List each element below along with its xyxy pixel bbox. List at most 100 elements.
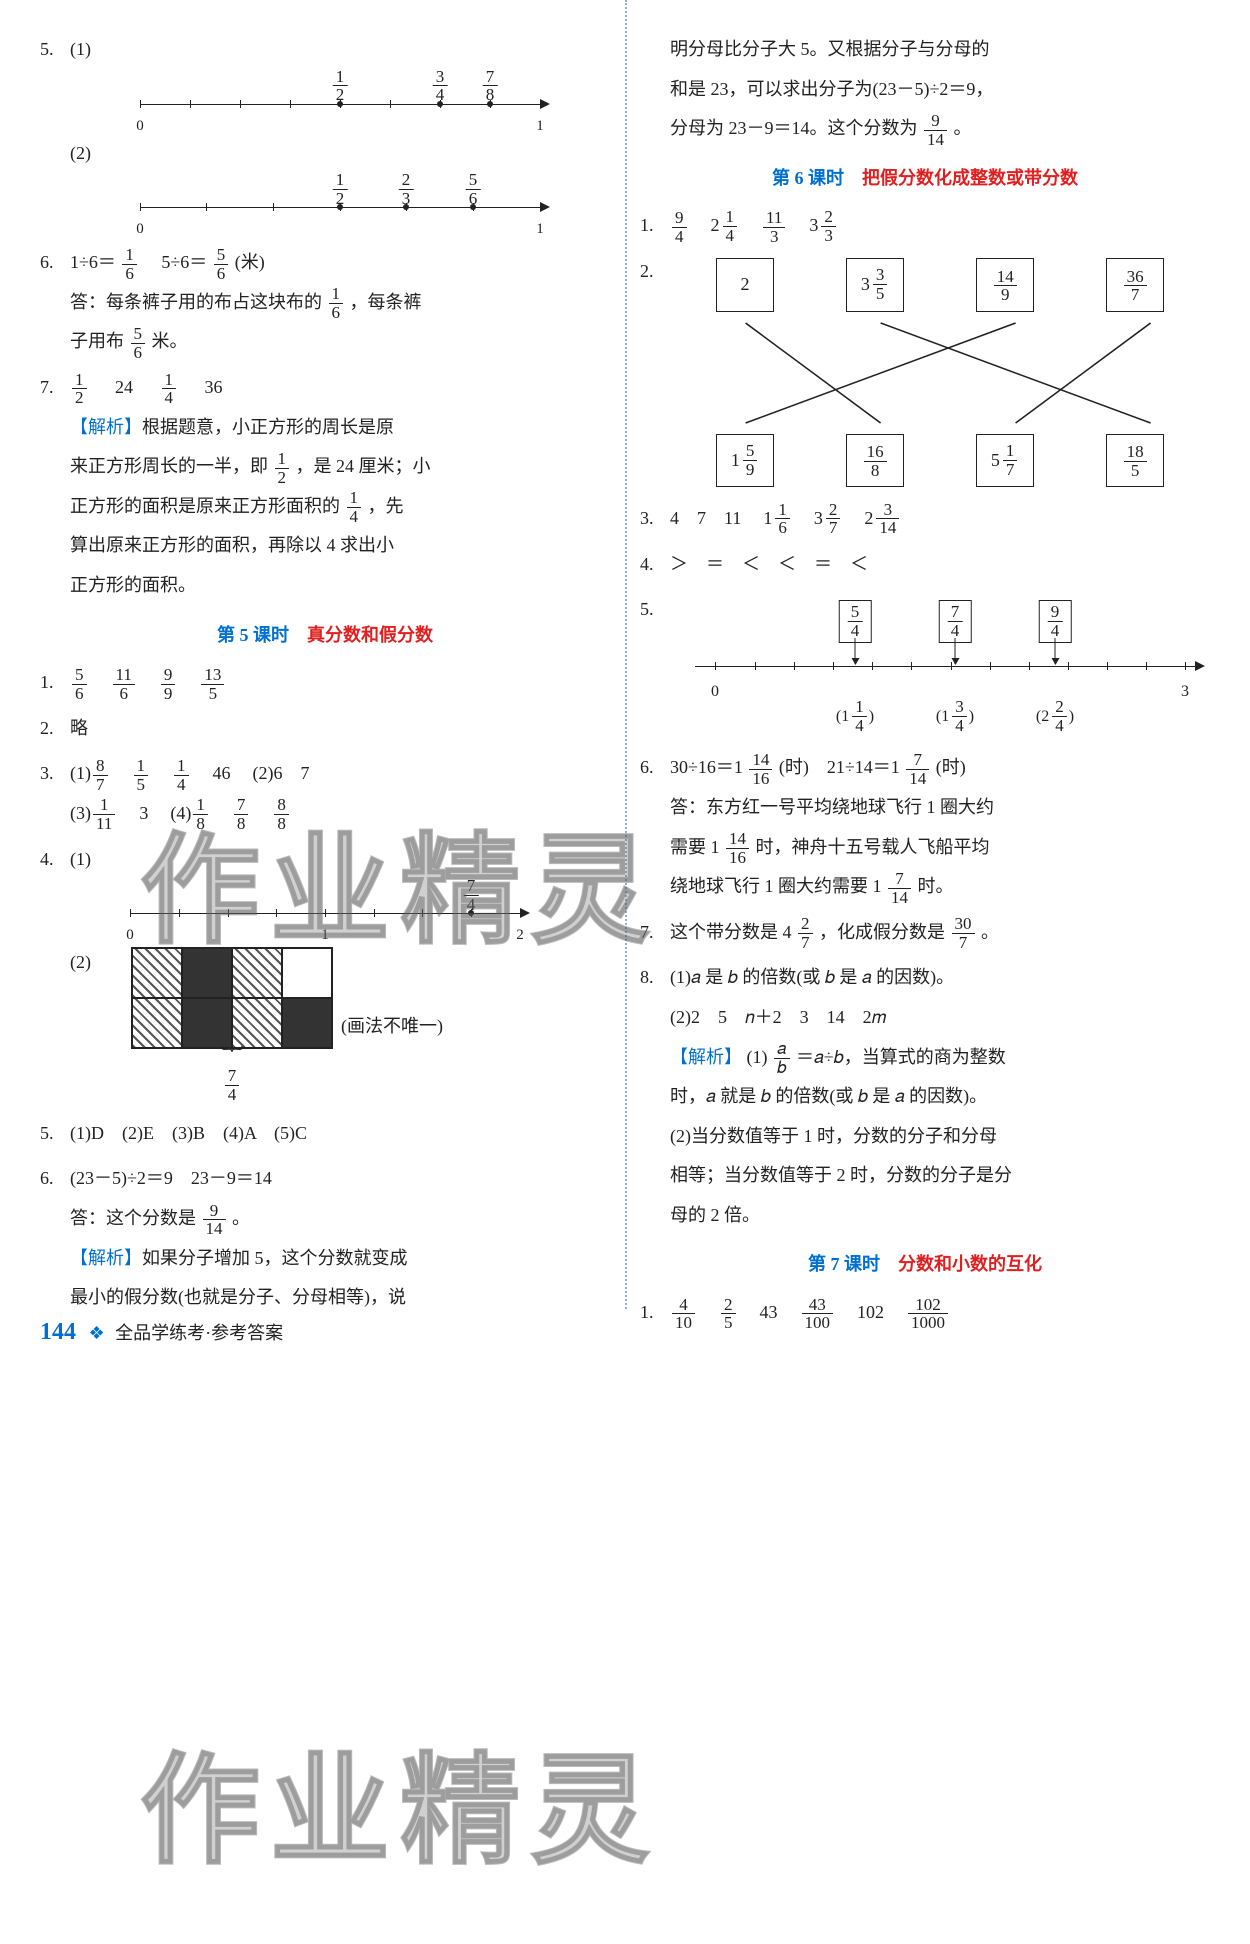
text: 和是 23，可以求出分子为(23－5)÷2＝9， — [670, 70, 1210, 110]
q-num: 1. — [40, 663, 70, 703]
s5q5: 5. (1)D (2)E (3)B (4)A (5)C — [40, 1114, 610, 1154]
line: (1)87151446(2)6 7 — [70, 754, 610, 794]
heading-pre: 第 7 课时 — [808, 1254, 880, 1274]
text: 算出原来正方形的面积，再除以 4 求出小 — [70, 526, 610, 566]
text: 答：这个分数是 — [70, 1208, 196, 1228]
grid-diagram: ︸ 74 (画法不唯一) — [131, 947, 443, 1104]
s6q7: 7. 这个带分数是 4 27 ，化成假分数是 307 。 — [640, 913, 1210, 953]
s6q2: 2. 2335149367 159168517185 — [640, 252, 1210, 493]
text: (1) — [747, 1047, 768, 1067]
text: 如果分子增加 5，这个分数就变成 — [142, 1248, 408, 1268]
text: 米。 — [152, 331, 188, 351]
fraction-list: 5611699135 — [70, 663, 610, 703]
fraction: 𝑎𝑏 — [774, 1040, 790, 1077]
fraction: 56 — [214, 246, 229, 283]
text: 正方形的面积。 — [70, 566, 610, 606]
s5q6-ans: 答：这个分数是 914 。 — [70, 1199, 610, 1239]
text: 36 — [205, 377, 223, 397]
eq: 30÷16＝1 1416 (时) 21÷14＝1 714 (时) — [670, 748, 1210, 788]
text: 来正方形周长的一半，即 12 ，是 24 厘米；小 — [70, 447, 610, 487]
text: ，每条裤 — [350, 292, 422, 312]
text: 根据题意，小正方形的周长是原 — [142, 417, 394, 437]
q-num: 4. — [640, 545, 670, 585]
q-num: 5. — [40, 1114, 70, 1154]
text: 答：每条裤子用的布占这块布的 — [70, 292, 322, 312]
text: 4 7 111163272314 — [670, 499, 1210, 539]
numberline-5-1: 01123478 — [100, 74, 580, 124]
heading-pre: 第 6 课时 — [772, 168, 844, 188]
fraction: 1416 — [726, 830, 749, 867]
text: 明分母比分子大 5。又根据分子与分母的 — [670, 30, 1210, 70]
s6q5: 5. 03547494(114)(134)(224) — [640, 590, 1210, 742]
q5-p2: (2) — [70, 134, 610, 174]
text: 时，𝑎 就是 𝑏 的倍数(或 𝑏 是 𝑎 的因数)。 — [670, 1077, 1210, 1117]
q-num: 7. — [640, 913, 670, 953]
text: (1)𝑎 是 𝑏 的倍数(或 𝑏 是 𝑎 的因数)。 — [670, 958, 1210, 998]
q-num: 5. — [640, 590, 670, 742]
q7: 7. 12 24 14 36 【解析】根据题意，小正方形的周长是原 来正方形周长… — [40, 368, 610, 606]
text: (2)2 5 𝑛＋2 3 14 2𝑚 — [670, 998, 1210, 1038]
text: 。 — [232, 1208, 250, 1228]
fraction: 1416 — [749, 751, 772, 788]
text: (时) 21÷14＝1 — [779, 757, 900, 777]
fraction: 12 — [72, 371, 87, 408]
s6q1: 1. 94214113323 — [640, 206, 1210, 246]
fraction: 914 — [924, 112, 947, 149]
analysis: 【解析】如果分子增加 5，这个分数就变成 — [70, 1239, 610, 1279]
text: (1)D (2)E (3)B (4)A (5)C — [70, 1114, 610, 1154]
connector-lines — [670, 318, 1210, 428]
q-num: 5. — [40, 30, 70, 237]
fraction: 16 — [122, 246, 137, 283]
numberline-5-2: 01122356 — [100, 177, 580, 227]
q-num: 7. — [40, 368, 70, 606]
text: 相等；当分数值等于 2 时，分数的分子是分 — [670, 1156, 1210, 1196]
text: 绕地球飞行 1 圈大约需要 1 714 时。 — [670, 867, 1210, 907]
numberline-boxes: 03547494(114)(134)(224) — [685, 596, 1205, 736]
s7q1: 1. 4102543431001021021000 — [640, 1293, 1210, 1333]
analysis-label: 【解析】 — [670, 1047, 742, 1067]
brace: ︸ — [131, 1051, 333, 1064]
matching-diagram: 2335149367 159168517185 — [670, 252, 1210, 493]
s5q3: 3. (1)87151446(2)6 7 (3)1113(4)187888 — [40, 754, 610, 833]
text: 4102543431001021021000 — [670, 1293, 1210, 1333]
text: 母的 2 倍。 — [670, 1196, 1210, 1236]
text: 5÷6＝ — [143, 252, 207, 272]
heading-pre: 第 5 课时 — [217, 625, 289, 645]
fraction: 914 — [203, 1202, 226, 1239]
heading-lesson6: 第 6 课时 把假分数化成整数或带分数 — [640, 159, 1210, 199]
s5q4-p2: (2) ︸ 74 (画法不唯一) — [70, 943, 610, 1108]
s6q8: 8. (1)𝑎 是 𝑏 的倍数(或 𝑏 是 𝑎 的因数)。 (2)2 5 𝑛＋2… — [640, 958, 1210, 1235]
text: 30÷16＝1 — [670, 757, 743, 777]
s6q6: 6. 30÷16＝1 1416 (时) 21÷14＝1 714 (时) 答：东方… — [640, 748, 1210, 906]
fraction: 27 — [798, 915, 813, 952]
fraction: 16 — [329, 285, 344, 322]
footer-text: 全品学练考·参考答案 — [115, 1323, 283, 1343]
box-row-top: 2335149367 — [680, 258, 1200, 312]
page-footer: 144 ❖ 全品学练考·参考答案 — [40, 1306, 283, 1359]
text: 正方形的面积是原来正方形面积的 — [70, 496, 340, 516]
text: 。 — [954, 118, 972, 138]
analysis-label: 【解析】 — [70, 1248, 142, 1268]
caption: (画法不唯一) — [341, 1007, 443, 1047]
fraction: 307 — [952, 915, 975, 952]
heading-title: 真分数和假分数 — [307, 625, 433, 645]
q-num: 6. — [640, 748, 670, 906]
text: 这个带分数是 4 27 ，化成假分数是 307 。 — [670, 913, 1210, 953]
part-label: (2) — [70, 943, 91, 983]
s5q4: 4. (1) 01274 (2) ︸ 74 — [40, 840, 610, 1108]
q7-vals: 12 24 14 36 — [70, 368, 610, 408]
q-num: 2. — [40, 709, 70, 749]
q6-ans: 答：每条裤子用的布占这块布的 16 ，每条裤 — [70, 283, 610, 323]
s5q6: 6. (23－5)÷2＝9 23－9＝14 答：这个分数是 914 。 【解析】… — [40, 1159, 610, 1317]
fraction-list: 94214113323 — [670, 206, 1210, 246]
q-num: 1. — [640, 206, 670, 246]
text: 24 — [115, 377, 133, 397]
text: ，先 — [368, 496, 404, 516]
fraction: 12 — [275, 450, 290, 487]
text: ，化成假分数是 — [819, 922, 945, 942]
s6q3: 3. 4 7 111163272314 — [640, 499, 1210, 539]
page-number: 144 — [40, 1319, 76, 1345]
analysis-label: 【解析】 — [70, 417, 142, 437]
part-label: (1) — [70, 840, 610, 880]
line: (3)1113(4)187888 — [70, 794, 610, 834]
